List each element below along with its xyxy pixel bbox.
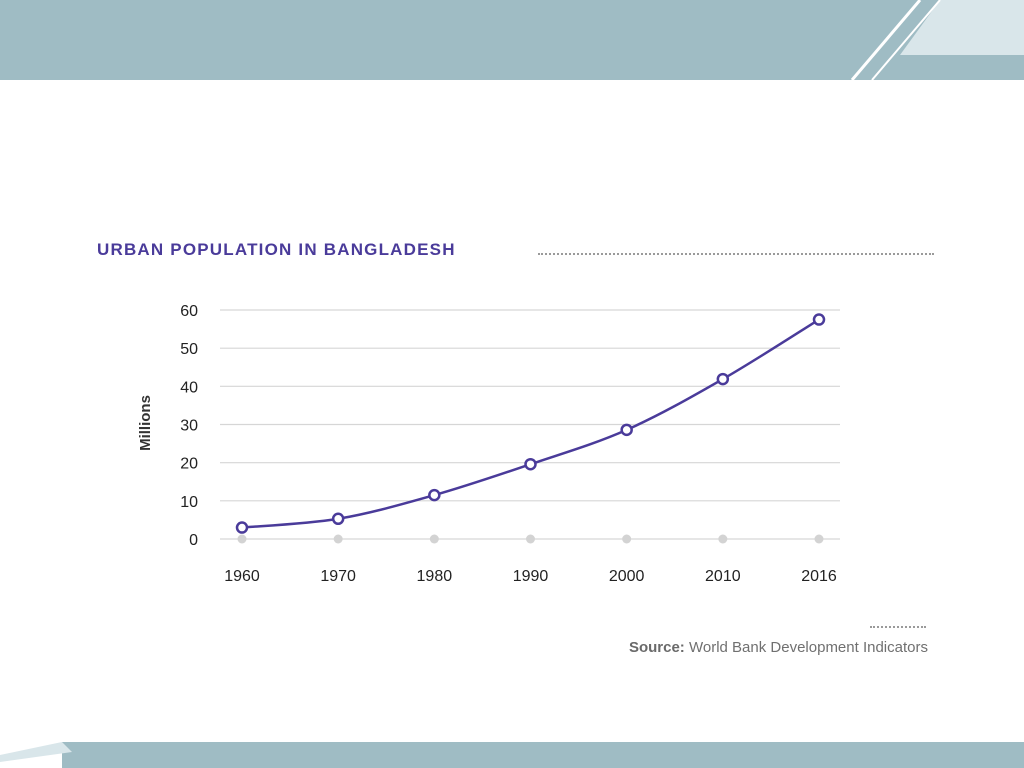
- x-tick-label: 1970: [320, 568, 356, 585]
- series-line: [241, 318, 820, 529]
- x-axis-ticks: 1960 1970 1980 1990 2000 2010 2016: [224, 568, 837, 585]
- zero-markers: [237, 534, 824, 544]
- bottom-banner: [0, 742, 1024, 768]
- title-dotted-rule: [538, 253, 934, 255]
- data-point: [620, 423, 633, 437]
- top-banner-band: [0, 0, 1024, 80]
- x-tick-label: 1980: [417, 568, 453, 585]
- source-note: Source: World Bank Development Indicator…: [629, 639, 928, 656]
- x-tick-label: 2000: [609, 568, 645, 585]
- y-tick-label: 60: [180, 303, 198, 320]
- x-tick-label: 2010: [705, 568, 741, 585]
- source-label: Source:: [628, 639, 685, 656]
- zero-marker: [237, 534, 247, 544]
- zero-marker: [622, 534, 632, 544]
- data-point: [524, 457, 537, 471]
- top-banner-corner: [900, 0, 1024, 55]
- chart-title: URBAN POPULATION IN BANGLADESH: [97, 240, 456, 259]
- y-tick-label: 0: [189, 532, 198, 549]
- top-banner-stripe: [850, 0, 922, 80]
- zero-marker: [526, 534, 535, 544]
- x-tick-label: 2016: [801, 568, 837, 585]
- source-text: World Bank Development Indicators: [688, 639, 928, 656]
- x-tick-label: 1960: [224, 568, 260, 585]
- data-point: [235, 521, 249, 534]
- top-banner-stripe: [871, 0, 941, 80]
- zero-marker: [718, 534, 728, 544]
- line-chart: 0 10 20 30 40 50 60 1960 1970 1980 1990 2000 2010 20…: [137, 303, 840, 585]
- y-axis-ticks: 0 10 20 30 40 50 60: [180, 303, 198, 549]
- y-tick-label: 20: [180, 456, 198, 473]
- y-tick-label: 40: [180, 379, 198, 396]
- y-tick-label: 50: [180, 341, 198, 358]
- y-axis-label: Millions: [137, 395, 154, 451]
- zero-marker: [333, 534, 343, 544]
- data-point: [331, 512, 345, 526]
- y-tick-label: 30: [180, 418, 198, 435]
- data-point: [428, 488, 441, 502]
- bottom-banner-band: [62, 742, 1024, 768]
- bottom-banner-edge: [0, 742, 72, 762]
- x-tick-label: 1990: [513, 568, 549, 585]
- y-tick-label: 10: [180, 494, 198, 511]
- data-point: [812, 313, 826, 326]
- top-banner: [0, 0, 1024, 80]
- data-point: [716, 372, 730, 386]
- gridlines: [220, 309, 840, 540]
- data-points: [235, 313, 826, 534]
- source-dotted-rule: [870, 626, 926, 628]
- zero-marker: [429, 534, 439, 544]
- zero-marker: [814, 534, 824, 544]
